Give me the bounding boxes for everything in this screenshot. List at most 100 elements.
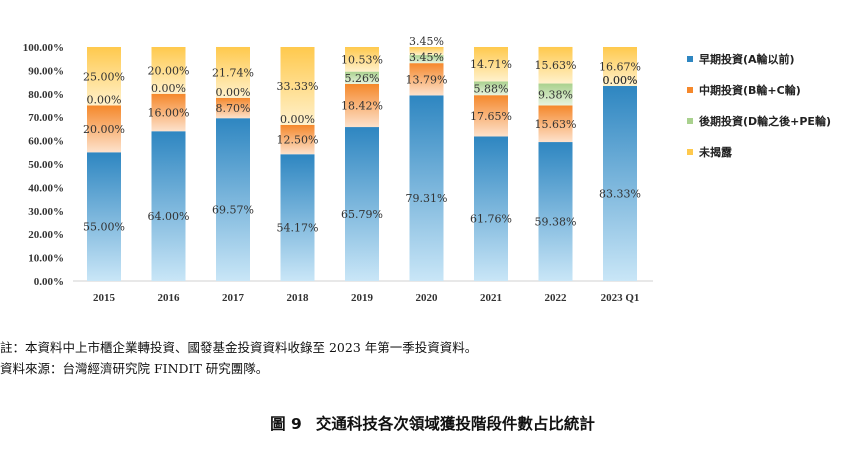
y-tick-label: 100.00% [23,42,64,54]
bar-segment [216,46,250,98]
bar-segment [216,97,250,119]
data-label: 65.79% [341,208,383,221]
bar-segment [409,47,444,56]
data-label: 5.26% [345,72,380,85]
data-label: 25.00% [83,70,125,83]
source-line: 資料來源：台灣經濟研究院 FINDIT 研究團隊。 [0,361,269,376]
bar-segment [474,81,508,96]
bar-segment [538,105,573,143]
data-label: 61.76% [470,213,512,226]
figure-number: 圖 9 [270,415,302,433]
data-label: 16.00% [148,107,190,120]
note-line: 註：本資料中上市櫃企業轉投資、國發基金投資資料收錄至 2023 年第一季投資資料… [0,340,478,355]
legend-swatch [687,149,693,155]
data-label: 17.65% [470,110,512,123]
x-tick-label: 2020 [416,292,439,304]
x-axis-ticks: 2015 2016 2017 2018 2019 2020 2021 2022 2023 Q1 [93,292,639,304]
bar-segment [280,47,315,125]
bar-segment [603,47,637,87]
bar-segment [345,71,379,84]
legend-swatch [687,56,693,62]
data-label: 79.31% [406,192,448,205]
data-label: 3.45% [409,35,444,48]
bar-segment [280,124,315,155]
x-tick-label: 2015 [93,292,116,304]
bar-segment [151,47,186,94]
data-label: 33.33% [277,80,319,93]
figure-title: 交通科技各次領域獲投階段件數占比統計 [315,415,595,433]
y-tick-label: 70.00% [28,112,64,124]
bar-segment [474,95,508,137]
data-label: 69.57% [212,204,254,217]
data-label: 20.00% [148,64,190,77]
legend-label: 後期投資(D輪之後+PE輪) [699,114,831,128]
legend-swatch [687,87,693,93]
legend-label: 中期投資(B輪+C輪) [699,83,801,97]
bar-segment [538,83,573,106]
bar-segment [474,136,508,281]
x-tick-label: 2019 [351,292,374,304]
figure-caption: 圖 9 交通科技各次領域獲投階段件數占比統計 [0,412,865,434]
bar-segment [87,152,121,281]
bar-segment [345,47,379,72]
data-label: 13.79% [406,73,448,86]
data-label: 0.00% [280,113,315,126]
data-label: 0.00% [603,74,638,87]
data-label: 0.00% [216,86,251,99]
y-tick-label: 0.00% [34,276,64,288]
data-label: 18.42% [341,100,383,113]
bar-segment [280,154,315,281]
legend: 早期投資(A輪以前) 中期投資(B輪+C輪) 後期投資(D輪之後+PE輪) 未揭露 [687,52,831,159]
bar-segment [87,105,121,153]
x-tick-label: 2017 [222,292,245,304]
bar-segment [345,83,379,128]
data-label: 0.00% [151,82,186,95]
legend-label: 未揭露 [698,145,733,159]
bar-segment [151,93,186,132]
bar-segment [603,86,637,281]
bar-segment [345,127,379,282]
data-label: 0.00% [603,74,638,87]
x-tick-label: 2023 Q1 [601,292,640,304]
data-label: 20.00% [83,123,125,136]
y-tick-label: 40.00% [28,182,64,194]
data-label: 3.45% [409,51,444,64]
y-tick-label: 60.00% [28,136,64,148]
y-tick-label: 10.00% [28,253,64,265]
bar-segment [409,55,444,64]
bar-segment [538,46,573,84]
data-label: 15.63% [535,118,577,131]
x-tick-label: 2016 [158,292,181,304]
y-tick-label: 90.00% [28,65,64,77]
legend-label: 早期投資(A輪以前) [699,52,795,66]
legend-swatch [687,118,693,124]
y-axis-ticks: 0.00% 10.00% 20.00% 30.00% 40.00% 50.00% 60.00… [23,42,64,288]
data-label: 5.88% [474,82,509,95]
stacked-bar-chart: 0.00% 10.00% 20.00% 30.00% 40.00% 50.00% 60.00… [23,35,831,304]
x-tick-label: 2022 [545,292,568,304]
data-label: 10.53% [341,53,383,66]
bar-segment [409,95,444,281]
y-tick-label: 30.00% [28,206,64,218]
y-tick-label: 80.00% [28,89,64,101]
bar-segment [151,131,186,281]
data-label: 16.67% [599,61,641,74]
x-tick-label: 2021 [480,292,502,304]
data-label: 55.00% [83,221,125,234]
y-tick-label: 50.00% [28,159,64,171]
data-label: 83.33% [599,188,641,201]
bar-segment [409,63,444,96]
data-label: 15.63% [535,59,577,72]
chart-notes: 註：本資料中上市櫃企業轉投資、國發基金投資資料收錄至 2023 年第一季投資資料… [0,337,477,379]
data-labels: 55.00% 20.00% 0.00% 25.00% 64.00% 16.00% 0.00%… [83,35,641,235]
bar-segment [538,142,573,281]
x-tick-label: 2018 [287,292,310,304]
data-label: 8.70% [216,102,251,115]
bar-segment [87,47,121,106]
data-label: 21.74% [212,66,254,79]
data-label: 64.00% [148,210,190,223]
data-label: 0.00% [87,94,122,107]
y-tick-label: 20.00% [28,229,64,241]
data-label: 14.71% [470,58,512,71]
bar-segment [474,47,508,82]
